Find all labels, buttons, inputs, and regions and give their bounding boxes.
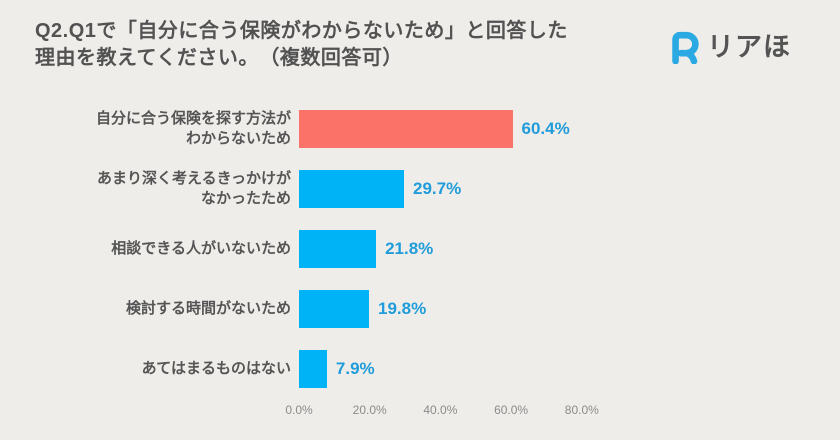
bar (299, 170, 404, 208)
bar-track: 60.4% (299, 110, 840, 148)
bar (299, 350, 327, 388)
bar (299, 230, 377, 268)
bar-track: 21.8% (299, 230, 840, 268)
brand-r-icon (672, 31, 699, 64)
page-title: Q2.Q1で「自分に合う保険がわからないため」と回答した 理由を教えてください。… (35, 18, 568, 72)
x-axis-tick: 80.0% (564, 403, 599, 417)
value-label: 29.7% (412, 179, 462, 198)
category-label: 相談できる人がいないため (111, 240, 291, 257)
bar-chart: 自分に合う保険を探す方法が わからないため 60.4% あまり深く考えるきっかけが … (0, 110, 840, 419)
category-label: 検討する時間がないため (125, 300, 291, 317)
value-label: 7.9% (335, 359, 375, 378)
bar (299, 110, 513, 148)
category-label: 自分に合う保険を探す方法が わからないため (95, 110, 291, 147)
bar-track: 29.7% (299, 170, 840, 208)
bar-row: 相談できる人がいないため 21.8% (0, 230, 840, 268)
x-axis-tick: 40.0% (423, 403, 458, 417)
bar-row: 検討する時間がないため 19.8% (0, 290, 840, 328)
brand-name-label: リアほ (707, 32, 791, 62)
x-axis-tick: 0.0% (285, 403, 313, 417)
bar-row: あてはまるものはない 7.9% (0, 350, 840, 388)
bar-track: 7.9% (299, 350, 840, 388)
category-label: あまり深く考えるきっかけが なかったため (97, 170, 291, 207)
x-axis: 0.0% 20.0% 40.0% 60.0% 80.0% (285, 403, 840, 419)
x-axis-tick: 60.0% (494, 403, 529, 417)
value-label: 60.4% (521, 119, 570, 138)
page-title-line-2: 理由を教えてください。 （複数回答可） (35, 47, 403, 69)
bar-row: 自分に合う保険を探す方法が わからないため 60.4% (0, 110, 840, 148)
brand-logo: リアほ (668, 30, 791, 64)
x-axis-tick: 20.0% (352, 403, 387, 417)
bar-track: 19.8% (299, 290, 840, 328)
value-label: 19.8% (377, 299, 427, 318)
value-label: 21.8% (385, 239, 434, 258)
bar-rows: 自分に合う保険を探す方法が わからないため 60.4% あまり深く考えるきっかけが … (0, 110, 840, 388)
bar (299, 290, 369, 328)
page-title-line-1: Q2.Q1で「自分に合う保険がわからないため」と回答した (35, 20, 568, 42)
bar-row: あまり深く考えるきっかけが なかったため 29.7% (0, 170, 840, 208)
category-label: あてはまるものはない (141, 360, 291, 377)
